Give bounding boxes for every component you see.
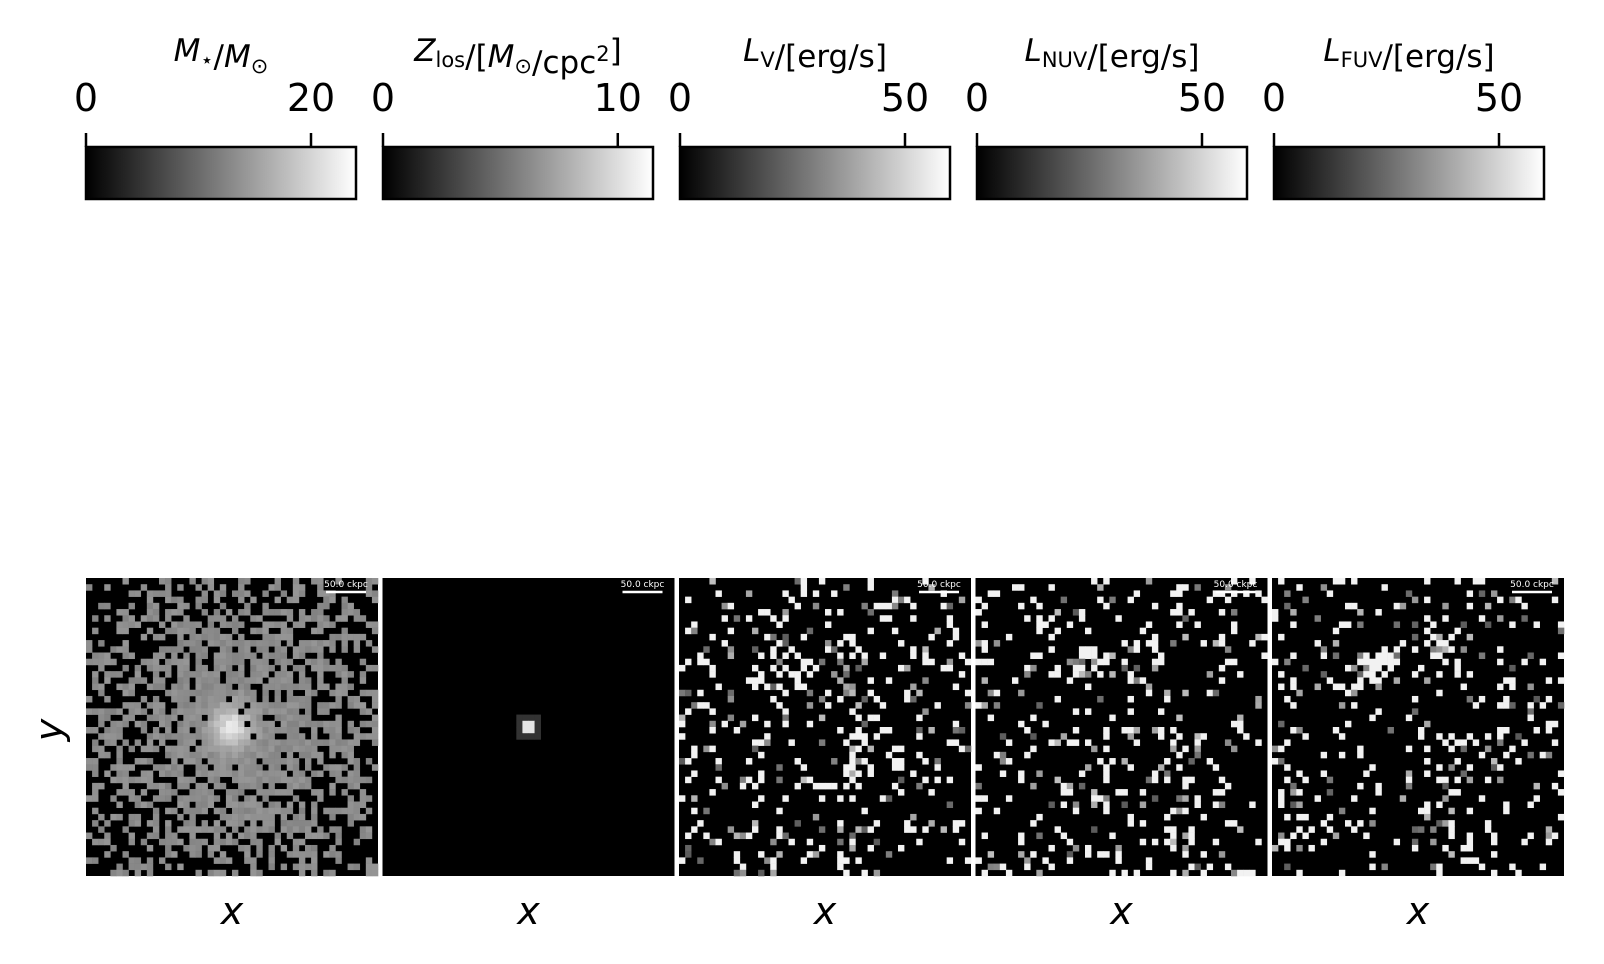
scale-bar-label: 50.0 ckpc bbox=[1214, 580, 1258, 590]
scale-bar-label: 50.0 ckpc bbox=[621, 580, 665, 590]
pixel-map bbox=[679, 578, 972, 877]
colorbar-tick-label: 50 bbox=[1178, 76, 1226, 120]
colorbar-title: LFUV/[erg/s] bbox=[1323, 33, 1494, 75]
colorbar-3 bbox=[678, 145, 952, 201]
pixel-map bbox=[975, 578, 1268, 877]
scale-bar-label: 50.0 ckpc bbox=[917, 580, 961, 590]
x-axis-label: x bbox=[1406, 889, 1430, 933]
colorbar-2 bbox=[381, 145, 655, 201]
panel-1: 0 20 M⋆/M⊙ 50.0 ckpc x y bbox=[27, 33, 379, 933]
colorbar-1 bbox=[84, 145, 358, 201]
colorbar-tick-label: 0 bbox=[965, 76, 989, 120]
colorbar-tick-label: 50 bbox=[881, 76, 929, 120]
colorbar-title: LV/[erg/s] bbox=[743, 33, 887, 75]
colorbar-title: M⋆/M⊙ bbox=[174, 33, 269, 78]
pixel-map bbox=[1272, 578, 1565, 877]
colorbar-tick-label: 0 bbox=[1262, 76, 1286, 120]
x-axis-label: x bbox=[813, 889, 837, 933]
scale-bar-label: 50.0 ckpc bbox=[1510, 580, 1554, 590]
colorbar-tick-label: 50 bbox=[1475, 76, 1523, 120]
colorbar-tick-label: 0 bbox=[371, 76, 395, 120]
x-axis-label: x bbox=[220, 889, 244, 933]
colorbar-5 bbox=[1272, 145, 1546, 201]
colorbar-tick-label: 20 bbox=[287, 76, 335, 120]
pixel-map bbox=[516, 714, 541, 740]
scale-bar-label: 50.0 ckpc bbox=[324, 580, 368, 590]
colorbar-tick-label: 10 bbox=[594, 76, 642, 120]
x-axis-label: x bbox=[1109, 889, 1133, 933]
colorbar-title: Zlos/[M⊙/cpc2] bbox=[413, 33, 621, 81]
pixel-map bbox=[86, 578, 379, 877]
x-axis-label: x bbox=[516, 889, 540, 933]
y-axis-label: y bbox=[27, 718, 71, 742]
colorbar-title: LNUV/[erg/s] bbox=[1025, 33, 1200, 75]
colorbar-4 bbox=[975, 145, 1249, 201]
colorbar-tick-label: 0 bbox=[74, 76, 98, 120]
colorbar-tick-label: 0 bbox=[668, 76, 692, 120]
